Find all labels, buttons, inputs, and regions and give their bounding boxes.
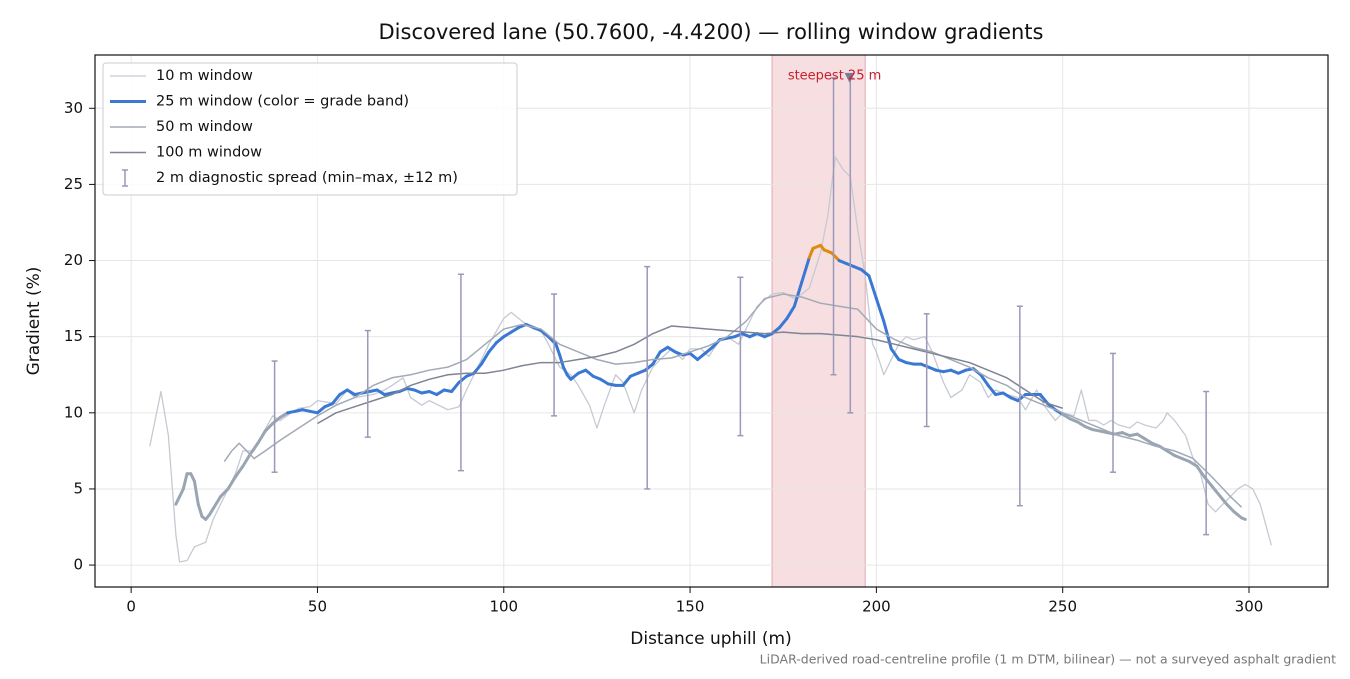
legend-label: 2 m diagnostic spread (min–max, ±12 m) (156, 170, 458, 186)
line-segment (859, 268, 871, 278)
line-segment (792, 280, 804, 308)
y-tick-label: 20 (64, 251, 83, 269)
line-segment (330, 393, 342, 406)
line-segment (479, 350, 491, 366)
error-bar (830, 77, 837, 376)
line-segment (703, 345, 714, 355)
line-segment (889, 347, 901, 362)
series-line (223, 293, 1243, 508)
footnote: LiDAR-derived road-centreline profile (1… (760, 652, 1336, 667)
line-segment (1195, 464, 1206, 479)
error-bar (364, 329, 371, 438)
line-segment (1210, 484, 1221, 497)
line-segment (181, 472, 189, 491)
annotation-marker (844, 72, 855, 83)
line-segment (211, 495, 223, 511)
legend-label: 100 m window (156, 145, 262, 161)
error-bar (1109, 352, 1116, 473)
x-tick-label: 150 (676, 598, 705, 616)
line-segment (651, 350, 662, 366)
line-segment (688, 351, 700, 362)
line-segment (800, 256, 811, 284)
y-tick-label: 10 (64, 403, 83, 421)
y-axis-label: Gradient (%) (24, 267, 44, 376)
error-bar (457, 273, 464, 472)
y-tick-label: 15 (64, 327, 83, 345)
series-line (317, 325, 1063, 425)
legend-swatch (122, 169, 128, 187)
error-bar (271, 360, 278, 473)
x-tick-label: 0 (126, 598, 136, 616)
legend-label: 50 m window (156, 119, 253, 135)
error-bar (923, 313, 930, 428)
line-segment (219, 487, 230, 499)
line-segment (1232, 510, 1244, 520)
line-segment (569, 371, 580, 381)
line-segment (558, 353, 565, 369)
x-tick-label: 100 (489, 598, 518, 616)
x-tick-label: 200 (862, 598, 891, 616)
line-segment (539, 329, 550, 339)
legend-label: 10 m window (156, 68, 253, 84)
chart-title: Discovered lane (50.7600, -4.4200) — rol… (379, 20, 1044, 44)
line-segment (472, 362, 483, 375)
y-tick-label: 25 (64, 175, 83, 193)
x-tick-label: 300 (1235, 598, 1264, 616)
line-segment (979, 373, 990, 387)
legend-label: 25 m window (color = grade band) (156, 94, 409, 110)
y-tick-label: 0 (73, 556, 83, 574)
line-segment (1240, 516, 1247, 521)
line-segment (785, 304, 796, 320)
line-segment (263, 421, 275, 433)
error-bar (737, 276, 744, 437)
line-segment (450, 380, 461, 393)
line-segment (584, 368, 595, 378)
line-segment (867, 274, 878, 301)
line-segment (1217, 493, 1229, 506)
error-bar (551, 293, 558, 417)
legend-box (102, 62, 518, 196)
line-segment (256, 429, 267, 445)
line-segment (1038, 393, 1050, 406)
line-segment (192, 479, 200, 506)
error-bar (1016, 305, 1023, 507)
line-segment (621, 374, 632, 387)
line-segment (1225, 502, 1236, 514)
y-tick-label: 5 (73, 479, 83, 497)
line-segment (807, 246, 815, 260)
line-segment (487, 341, 498, 354)
error-bar (1203, 390, 1210, 536)
line-segment (196, 502, 204, 518)
line-segment (778, 316, 789, 330)
line-segment (986, 383, 998, 397)
line-segment (315, 405, 327, 415)
annotation-text: steepest 25 m (788, 68, 881, 83)
line-segment (248, 441, 260, 456)
line-segment (226, 475, 237, 491)
line-segment (554, 342, 562, 357)
x-tick-label: 50 (308, 598, 327, 616)
line-segment (874, 297, 886, 323)
x-tick-label: 250 (1048, 598, 1077, 616)
error-bar (644, 265, 651, 490)
y-tick-label: 30 (64, 99, 83, 117)
x-axis-label: Distance uphill (m) (630, 629, 791, 649)
line-segment (241, 452, 252, 468)
line-segment (494, 335, 506, 345)
series-line (149, 156, 1272, 563)
line-segment (233, 464, 245, 479)
line-segment (696, 351, 707, 362)
plot-frame (94, 54, 1329, 588)
legend: 10 m window 25 m window (color = grade ba… (102, 62, 518, 196)
